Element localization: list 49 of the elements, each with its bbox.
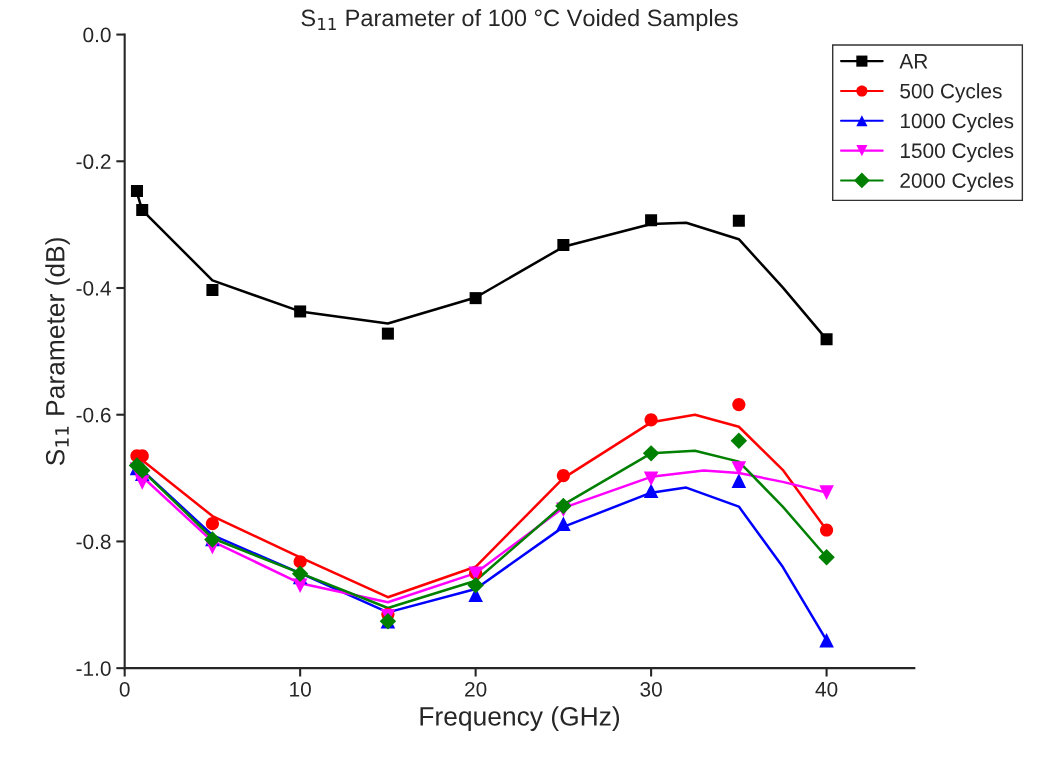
point: [645, 214, 658, 227]
point: [294, 305, 307, 318]
point: [293, 555, 307, 569]
legend-label: AR: [899, 54, 928, 69]
y-tick-label: -0.2: [76, 154, 111, 170]
point: [136, 204, 149, 217]
point: [469, 292, 482, 305]
point: [381, 327, 394, 340]
point: [731, 461, 747, 476]
y-tick-label: -1.0: [76, 661, 111, 676]
legend-label: 1000 Cycles: [900, 112, 1014, 133]
chart-title: S$_{11}$ Parameter of 100 °C Voided Samples: [301, 8, 738, 31]
x-axis-title: Frequency (GHz): [420, 706, 620, 731]
point: [819, 633, 834, 648]
point: [467, 576, 484, 594]
point: [643, 471, 659, 486]
point: [819, 523, 834, 537]
x-tick-label: 20: [465, 681, 487, 697]
point: [557, 238, 570, 251]
point: [818, 549, 835, 566]
legend-label: 500 Cycles: [900, 83, 1002, 103]
point: [732, 397, 746, 412]
point: [206, 283, 219, 296]
point: [291, 565, 309, 582]
point: [205, 517, 220, 531]
point: [731, 473, 747, 488]
point: [642, 445, 660, 462]
point: [556, 468, 570, 483]
legend-label: 2000 Cycles: [900, 172, 1014, 193]
point: [134, 462, 151, 479]
x-tick-label: 30: [640, 681, 662, 697]
y-tick-label: 0.0: [83, 27, 111, 43]
point: [556, 516, 571, 531]
y-tick-label: -0.8: [76, 534, 111, 550]
point: [820, 333, 833, 346]
point: [644, 413, 658, 427]
point: [730, 432, 748, 449]
y-tick-label: -0.6: [76, 407, 111, 423]
point: [732, 214, 745, 227]
x-tick-label: 10: [290, 681, 311, 697]
point: [555, 497, 572, 515]
point: [643, 483, 659, 499]
x-tick-label: 0: [119, 681, 130, 697]
point: [130, 185, 143, 198]
point: [819, 485, 834, 500]
y-axis-title: S$_{11}$ Parameter (dB): [45, 238, 70, 466]
legend-label: 1500 Cycles: [900, 142, 1014, 163]
x-tick-label: 40: [815, 681, 838, 697]
y-tick-label: -0.4: [76, 281, 111, 296]
